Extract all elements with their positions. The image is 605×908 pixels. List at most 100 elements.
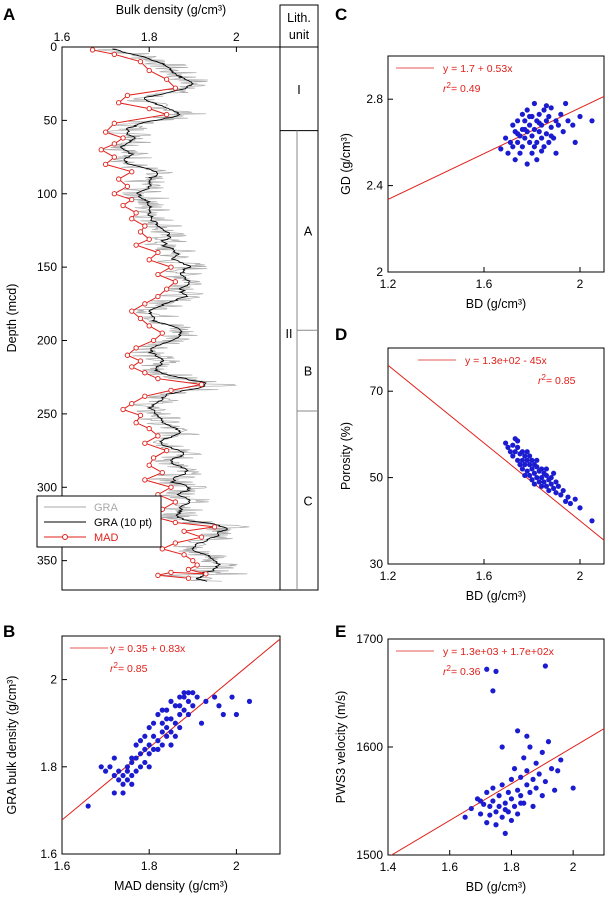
scatter-point xyxy=(534,139,540,145)
scatter-point xyxy=(484,789,490,795)
ylabel: GRA bulk density (g/cm³) xyxy=(5,676,19,815)
scatter-point xyxy=(111,790,117,796)
scatter-point xyxy=(177,724,183,731)
mad-point xyxy=(146,257,152,263)
panel-e-scatter: 1.4 1.6 1.8 2 1500 1600 1700 BD (g/cm³) PWS3 vel… xyxy=(334,632,605,894)
panel-a-ytick-label: 100 xyxy=(37,187,57,201)
xtick-label: 1.4 xyxy=(380,860,397,874)
mad-point xyxy=(155,572,161,578)
gra-10pt-line xyxy=(112,48,228,582)
panel-a-xlabel: Bulk density (g/cm³) xyxy=(116,3,226,17)
mad-point xyxy=(146,236,152,242)
xlabel: MAD density (g/cm³) xyxy=(114,879,228,893)
xtick-label: 1.2 xyxy=(380,277,397,291)
fit-r2: r2= 0.85 xyxy=(110,661,148,675)
scatter-point xyxy=(220,711,226,718)
scatter-point xyxy=(519,449,526,455)
scatter-point xyxy=(503,135,509,141)
ytick-label: 1.8 xyxy=(40,760,57,774)
panel-a-depth-plot: Bulk density (g/cm³) Depth (mcd) 1.6 1.8 2… xyxy=(5,3,281,591)
scatter-point xyxy=(522,472,528,479)
scatter-point xyxy=(181,694,187,700)
panel-a-ylabel: Depth (mcd) xyxy=(5,284,19,353)
scatter-point xyxy=(150,733,157,739)
mad-point xyxy=(159,330,165,336)
mad-point xyxy=(172,540,179,546)
ylabel: GD (g/cm³) xyxy=(339,133,353,195)
scatter-point xyxy=(515,139,521,145)
scatter-point xyxy=(177,711,183,718)
scatter-point xyxy=(111,755,117,761)
ytick-label: 2.8 xyxy=(366,92,383,106)
scatter-point xyxy=(159,707,165,713)
scatter-point xyxy=(203,698,209,705)
scatter-point xyxy=(124,764,130,770)
regression-line xyxy=(390,728,604,855)
xtick-label: 1.6 xyxy=(54,859,71,873)
lith-header-2: unit xyxy=(289,28,310,42)
mad-point xyxy=(102,161,109,168)
scatter-point xyxy=(543,118,550,124)
mad-point xyxy=(124,352,131,358)
scatter-point xyxy=(137,751,144,757)
ytick-label: 30 xyxy=(370,557,384,571)
scatter-point xyxy=(519,457,526,463)
scatter-point xyxy=(548,766,555,772)
plot-frame xyxy=(61,635,281,855)
mad-point xyxy=(111,191,117,197)
scatter-point xyxy=(539,749,545,756)
scatter-point xyxy=(552,787,558,793)
scatter-point xyxy=(517,462,523,468)
scatter-point xyxy=(527,113,533,120)
xtick-label: 2 xyxy=(577,277,584,291)
lith-unit-label: II xyxy=(286,327,293,341)
scatter-point xyxy=(490,688,496,694)
scatter-point xyxy=(560,487,566,494)
ylabel: Porosity (%) xyxy=(339,422,353,490)
scatter-point xyxy=(551,485,557,491)
scatter-point xyxy=(116,768,122,774)
scatter-point xyxy=(524,733,530,739)
scatter-point xyxy=(563,498,569,504)
scatter-point xyxy=(522,118,528,124)
scatter-point xyxy=(508,776,515,783)
scatter-point xyxy=(142,746,148,752)
scatter-point xyxy=(181,707,187,713)
scatter-point xyxy=(490,785,496,791)
scatter-point xyxy=(103,768,109,774)
mad-point xyxy=(116,100,122,106)
xtick-label: 1.6 xyxy=(441,860,458,874)
scatter-point xyxy=(524,768,530,774)
mad-point xyxy=(190,557,196,564)
mad-point xyxy=(163,76,170,82)
mad-point xyxy=(146,462,152,468)
scatter-point xyxy=(558,492,564,498)
panel-a-xtick-label: 1.8 xyxy=(141,30,158,44)
xtick-label: 1.8 xyxy=(141,859,158,873)
scatter-point xyxy=(503,440,509,446)
scatter-point xyxy=(198,720,205,726)
scatter-point xyxy=(565,494,571,500)
mad-point xyxy=(203,571,209,577)
xtick-label: 1.6 xyxy=(476,569,493,583)
legend-gra-10pt: GRA (10 pt) xyxy=(94,517,152,529)
scatter-point xyxy=(518,800,524,806)
scatter-point xyxy=(541,144,547,150)
scatter-point xyxy=(531,126,538,133)
scatter-point xyxy=(546,113,552,120)
panel-a-ytick-label: 250 xyxy=(37,407,57,421)
scatter-point xyxy=(522,462,528,468)
scatter-point xyxy=(146,724,152,731)
scatter-point xyxy=(487,812,493,818)
scatter-point xyxy=(493,809,499,815)
scatter-point xyxy=(524,468,530,474)
scatter-point xyxy=(524,449,530,455)
scatter-point xyxy=(527,789,533,795)
scatter-point xyxy=(536,111,542,117)
xlabel: BD (g/cm³) xyxy=(466,297,526,311)
panel-a-xtick-label: 2 xyxy=(233,30,240,44)
plot-frame xyxy=(387,347,605,565)
scatter-point xyxy=(529,457,535,463)
svg-text:B: B xyxy=(3,622,15,641)
scatter-point xyxy=(508,817,515,824)
